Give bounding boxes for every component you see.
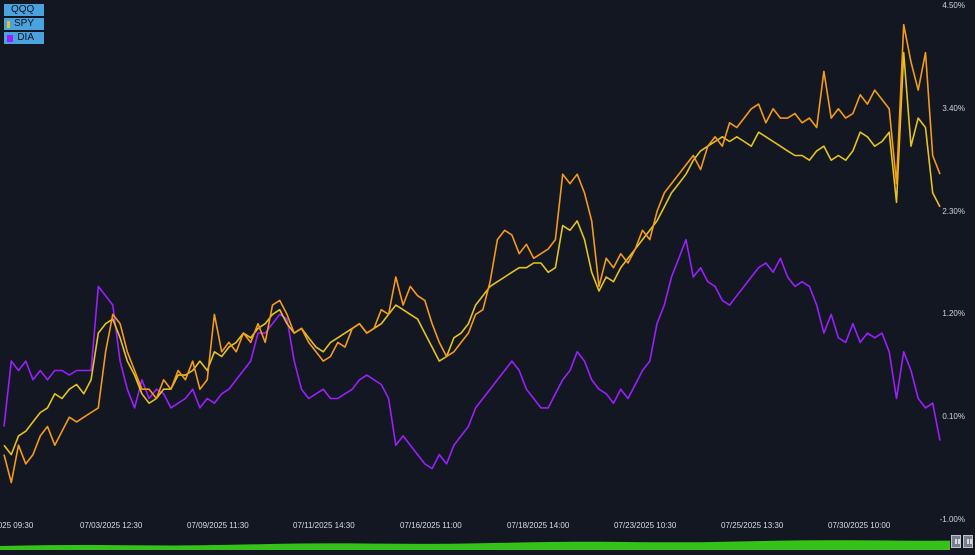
x-tick-label: 07/18/2025 14:00 xyxy=(507,521,570,530)
x-tick-label: 07/25/2025 13:30 xyxy=(721,521,784,530)
scroll-left-handle[interactable] xyxy=(951,535,961,548)
legend-item-dia[interactable]: DIA xyxy=(4,32,44,44)
legend-label-spy: SPY xyxy=(13,18,34,29)
legend-item-spy[interactable]: SPY xyxy=(4,18,44,30)
legend: QQQ SPY DIA xyxy=(4,4,44,44)
legend-swatch-spy xyxy=(7,20,10,28)
x-tick-label: 07/11/2025 14:30 xyxy=(293,521,355,530)
legend-label-qqq: QQQ xyxy=(11,4,35,15)
y-tick-label: 1.20% xyxy=(942,309,965,319)
x-tick-label: 07/30/2025 10:00 xyxy=(828,521,891,530)
series-line-dia xyxy=(3,238,941,470)
legend-swatch-dia xyxy=(7,34,14,42)
x-tick-label: 07/16/2025 11:00 xyxy=(400,521,462,530)
navigator-volume-area xyxy=(0,540,950,550)
series-line-spy xyxy=(3,51,941,456)
x-tick-label: 07/09/2025 11:30 xyxy=(187,521,249,530)
x-tick-label: 07/03/2025 12:30 xyxy=(80,521,143,530)
y-tick-label: 4.50% xyxy=(942,1,965,10)
y-tick-label: 0.10% xyxy=(942,412,965,422)
y-tick-label: -1.00% xyxy=(939,515,965,524)
legend-label-dia: DIA xyxy=(17,32,34,43)
legend-item-qqq[interactable]: QQQ xyxy=(4,4,44,16)
series-line-qqq xyxy=(3,23,941,484)
x-tick-label: 07/01/2025 09:30 xyxy=(0,521,34,530)
x-tick-label: 07/23/2025 10:30 xyxy=(614,521,677,530)
y-tick-label: 2.30% xyxy=(942,206,965,216)
y-tick-label: 3.40% xyxy=(942,103,965,113)
scroll-right-handle[interactable] xyxy=(963,535,973,548)
